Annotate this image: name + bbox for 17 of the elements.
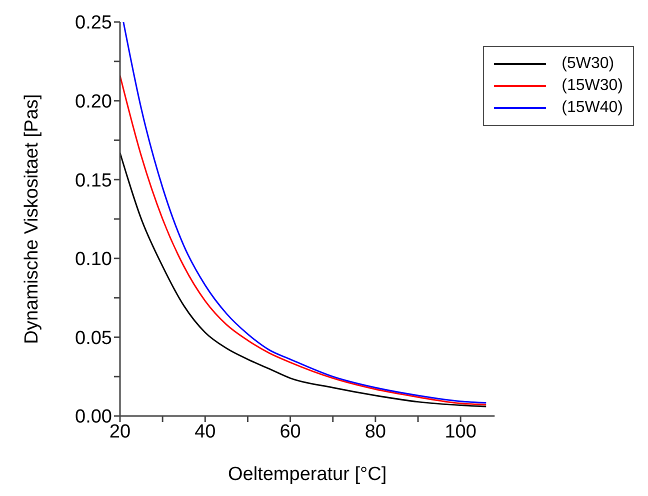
x-tick-label: 20 [109,421,131,442]
x-tick-label: 40 [194,421,216,442]
y-tick-label: 0.10 [75,249,112,270]
x-tick-label: 100 [444,421,476,442]
y-tick-label: 0.05 [75,328,112,349]
y-axis-title: Dynamische Viskositaet [Pas] [22,94,42,344]
x-axis-title: Oeltemperatur [°C] [228,464,387,485]
y-tick-label: 0.25 [75,12,112,34]
y-tick-label: 0.15 [75,170,112,192]
legend-label: (5W30) [562,55,614,73]
legend-label: (15W40) [562,99,623,117]
x-tick-label: 80 [364,421,386,442]
legend-label: (15W30) [562,77,623,95]
line-series [120,152,487,408]
y-tick-label: 0.00 [75,406,112,428]
y-tick-label: 0.20 [75,92,112,113]
x-tick-label: 60 [280,421,301,442]
